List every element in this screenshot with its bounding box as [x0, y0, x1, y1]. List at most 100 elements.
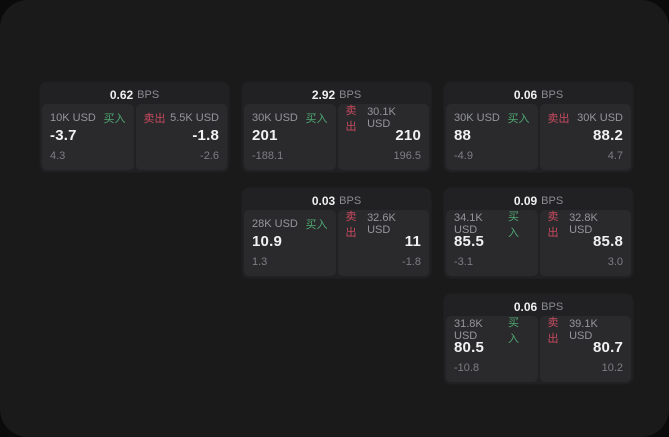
sell-size-label: 5.5K USD [170, 111, 219, 124]
spread-bps-value: 0.06 [513, 87, 538, 102]
bps-unit-label: BPS [541, 194, 564, 207]
buy-delta-value: -4.9 [454, 150, 473, 162]
quote-card: 0.06 BPS 31.8K USD 买入 80.5 -10.8 卖出 39.1… [444, 294, 633, 384]
buy-delta-value: -10.8 [454, 362, 480, 374]
sell-side-label: 卖出 [345, 210, 357, 239]
quote-card: 0.09 BPS 34.1K USD 买入 85.5 -3.1 卖出 32.8K… [444, 188, 633, 278]
sell-delta-value: 10.2 [601, 362, 623, 374]
sell-size-label: 32.6K USD [367, 211, 396, 236]
card-body: 31.8K USD 买入 80.5 -10.8 卖出 39.1K USD 80.… [446, 316, 631, 382]
buy-quote-panel[interactable]: 34.1K USD 买入 85.5 -3.1 [446, 210, 538, 276]
bps-unit-label: BPS [339, 88, 362, 101]
card-body: 34.1K USD 买入 85.5 -3.1 卖出 32.8K USD 85.8… [446, 210, 631, 276]
buy-side-label: 买入 [305, 218, 328, 231]
card-spread-header: 0.03 BPS [244, 190, 429, 210]
buy-size-label: 28K USD [252, 217, 298, 230]
buy-size-label: 10K USD [50, 111, 96, 124]
quote-cards-grid: 0.62 BPS 10K USD 买入 -3.7 4.3 卖出 5.5K USD… [40, 82, 633, 384]
buy-price-value: -3.7 [50, 127, 77, 144]
sell-quote-panel[interactable]: 卖出 32.8K USD 85.8 3.0 [539, 210, 631, 276]
buy-quote-panel[interactable]: 30K USD 买入 201 -188.1 [244, 104, 336, 170]
card-body: 30K USD 买入 201 -188.1 卖出 30.1K USD 210 1… [244, 104, 429, 170]
buy-side-label: 买入 [103, 112, 126, 125]
buy-price-value: 85.5 [454, 233, 484, 250]
sell-panel-top-row: 卖出 30.1K USD [346, 105, 422, 133]
buy-delta-value: 1.3 [252, 256, 268, 268]
bps-unit-label: BPS [339, 194, 362, 207]
buy-panel-top-row: 34.1K USD 买入 [454, 211, 530, 239]
sell-size-label: 32.8K USD [569, 211, 598, 236]
sell-quote-panel[interactable]: 卖出 30.1K USD 210 196.5 [337, 104, 429, 170]
buy-quote-panel[interactable]: 28K USD 买入 10.9 1.3 [244, 210, 336, 276]
buy-side-label: 买入 [305, 112, 328, 125]
buy-quote-panel[interactable]: 31.8K USD 买入 80.5 -10.8 [446, 316, 538, 382]
card-spread-header: 0.06 BPS [446, 84, 631, 104]
card-body: 28K USD 买入 10.9 1.3 卖出 32.6K USD 11 -1.8 [244, 210, 429, 276]
sell-price-value: 85.8 [593, 233, 623, 250]
sell-delta-value: -2.6 [200, 150, 219, 162]
buy-panel-top-row: 30K USD 买入 [252, 111, 328, 125]
spread-bps-value: 0.03 [311, 193, 336, 208]
buy-panel-top-row: 31.8K USD 买入 [454, 317, 530, 345]
buy-price-value: 88 [454, 127, 472, 144]
sell-panel-top-row: 卖出 30K USD [547, 111, 624, 125]
sell-side-label: 卖出 [547, 316, 559, 345]
buy-size-label: 30K USD [252, 111, 298, 124]
sell-price-value: 88.2 [593, 127, 623, 144]
card-body: 30K USD 买入 88 -4.9 卖出 30K USD 88.2 4.7 [446, 104, 631, 170]
sell-size-label: 39.1K USD [569, 317, 598, 342]
sell-side-label: 卖出 [547, 112, 570, 125]
sell-panel-top-row: 卖出 32.6K USD [346, 211, 422, 239]
quote-card: 0.06 BPS 30K USD 买入 88 -4.9 卖出 30K USD 8… [444, 82, 633, 172]
buy-size-label: 34.1K USD [454, 211, 483, 236]
sell-size-label: 30K USD [577, 111, 623, 124]
card-spread-header: 2.92 BPS [244, 84, 429, 104]
buy-price-value: 80.5 [454, 339, 484, 356]
sell-quote-panel[interactable]: 卖出 30K USD 88.2 4.7 [539, 104, 631, 170]
buy-panel-top-row: 10K USD 买入 [50, 111, 126, 125]
buy-delta-value: -3.1 [454, 256, 473, 268]
buy-price-value: 201 [252, 127, 278, 144]
buy-size-label: 30K USD [454, 111, 500, 124]
buy-panel-top-row: 28K USD 买入 [252, 217, 328, 231]
sell-delta-value: 4.7 [607, 150, 623, 162]
sell-price-value: 80.7 [593, 339, 623, 356]
sell-side-label: 卖出 [345, 104, 357, 133]
buy-side-label: 买入 [507, 112, 530, 125]
buy-side-label: 买入 [507, 316, 519, 345]
bps-unit-label: BPS [137, 88, 160, 101]
card-body: 10K USD 买入 -3.7 4.3 卖出 5.5K USD -1.8 -2.… [42, 104, 227, 170]
buy-size-label: 31.8K USD [454, 317, 483, 342]
sell-delta-value: -1.8 [402, 256, 421, 268]
bps-unit-label: BPS [541, 88, 564, 101]
buy-panel-top-row: 30K USD 买入 [454, 111, 530, 125]
sell-panel-top-row: 卖出 32.8K USD [548, 211, 624, 239]
sell-quote-panel[interactable]: 卖出 5.5K USD -1.8 -2.6 [135, 104, 227, 170]
spread-bps-value: 0.06 [513, 299, 538, 314]
sell-price-value: 210 [395, 127, 421, 144]
buy-delta-value: 4.3 [50, 150, 66, 162]
quote-card: 2.92 BPS 30K USD 买入 201 -188.1 卖出 30.1K … [242, 82, 431, 172]
sell-panel-top-row: 卖出 5.5K USD [143, 111, 220, 125]
sell-delta-value: 196.5 [393, 150, 421, 162]
buy-quote-panel[interactable]: 10K USD 买入 -3.7 4.3 [42, 104, 134, 170]
sell-side-label: 卖出 [547, 210, 559, 239]
card-spread-header: 0.62 BPS [42, 84, 227, 104]
sell-quote-panel[interactable]: 卖出 32.6K USD 11 -1.8 [337, 210, 429, 276]
buy-side-label: 买入 [507, 210, 519, 239]
spread-bps-value: 0.62 [109, 87, 134, 102]
card-spread-header: 0.06 BPS [446, 296, 631, 316]
card-spread-header: 0.09 BPS [446, 190, 631, 210]
bps-unit-label: BPS [541, 300, 564, 313]
buy-price-value: 10.9 [252, 233, 282, 250]
spread-bps-value: 2.92 [311, 87, 336, 102]
sell-side-label: 卖出 [143, 112, 166, 125]
sell-price-value: 11 [404, 233, 421, 250]
sell-price-value: -1.8 [192, 127, 219, 144]
buy-delta-value: -188.1 [252, 150, 284, 162]
quote-card: 0.62 BPS 10K USD 买入 -3.7 4.3 卖出 5.5K USD… [40, 82, 229, 172]
sell-quote-panel[interactable]: 卖出 39.1K USD 80.7 10.2 [539, 316, 631, 382]
quote-card: 0.03 BPS 28K USD 买入 10.9 1.3 卖出 32.6K US… [242, 188, 431, 278]
spread-bps-value: 0.09 [513, 193, 538, 208]
buy-quote-panel[interactable]: 30K USD 买入 88 -4.9 [446, 104, 538, 170]
